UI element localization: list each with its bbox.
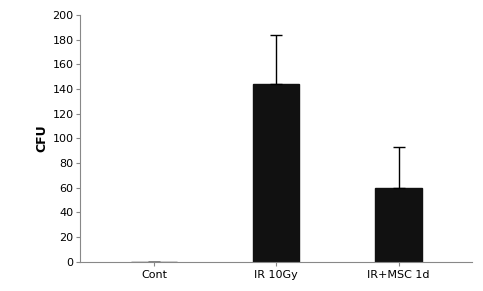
Y-axis label: CFU: CFU <box>35 125 48 152</box>
Bar <box>375 188 422 262</box>
Bar <box>253 84 299 262</box>
